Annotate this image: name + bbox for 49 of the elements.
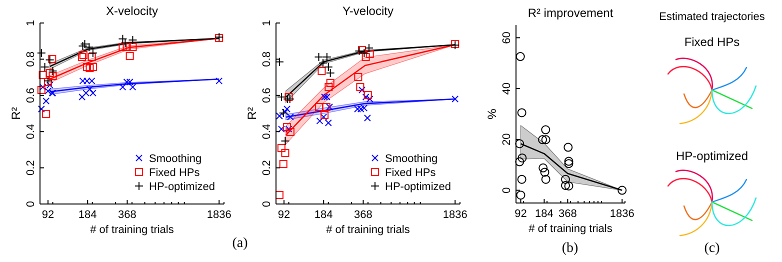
- x-tick-label: 184: [78, 209, 97, 221]
- text: Fixed HPs: [684, 35, 740, 49]
- legend-label: Smoothing: [149, 153, 202, 165]
- text: (b): [562, 241, 578, 256]
- legend-label: Fixed HPs: [149, 167, 200, 179]
- legend-label: Smoothing: [385, 153, 438, 165]
- x-tick-label: 368: [558, 208, 577, 220]
- x-tick-label: 368: [118, 209, 136, 221]
- y-tick-label: 0.6: [261, 88, 273, 104]
- x-tick-label: 1836: [610, 208, 634, 220]
- x-tick-label: 92: [278, 209, 290, 221]
- y-tick-label: 0.6: [25, 88, 37, 104]
- y-tick-label: 0: [501, 187, 513, 194]
- chart-title: Y-velocity: [342, 4, 394, 18]
- y-axis-title: R²: [245, 107, 259, 120]
- x-tick-label: 184: [535, 208, 554, 220]
- y-tick-label: 1: [261, 20, 273, 26]
- x-tick-label: 1836: [206, 209, 232, 221]
- y-tick-label: 40: [501, 82, 513, 95]
- x-axis-title: # of training trials: [326, 224, 410, 236]
- x-axis-title: # of training trials: [528, 223, 613, 235]
- x-tick-label: 92: [42, 209, 54, 221]
- y-tick-label: 0.2: [25, 160, 37, 176]
- text: Estimated trajectories: [659, 11, 766, 23]
- chart-title: R² improvement: [528, 6, 614, 20]
- x-tick-label: 368: [354, 209, 372, 221]
- x-tick-label: 184: [314, 209, 333, 221]
- y-axis-title: %: [485, 108, 499, 120]
- x-axis-title: # of training trials: [90, 224, 174, 236]
- x-tick-label: 92: [514, 208, 527, 220]
- y-tick-label: 0.8: [25, 52, 37, 67]
- text: HP-optimized: [676, 149, 748, 163]
- y-tick-label: 20: [501, 133, 513, 146]
- chart-title: X-velocity: [106, 4, 158, 18]
- legend-label: HP-optimized: [149, 181, 216, 193]
- y-tick-label: 0: [261, 200, 273, 208]
- y-tick-label: 0.4: [261, 124, 273, 140]
- y-axis-title: R²: [9, 107, 23, 120]
- y-tick-label: 0.2: [261, 160, 273, 176]
- x-tick-label: 1836: [442, 209, 468, 221]
- y-tick-label: 60: [501, 32, 513, 44]
- y-tick-label: 0.8: [261, 52, 273, 67]
- text: (c): [704, 241, 720, 256]
- y-tick-label: 0.4: [25, 124, 37, 140]
- legend-label: Fixed HPs: [385, 167, 436, 179]
- y-tick-label: 0: [25, 200, 37, 208]
- legend-label: HP-optimized: [385, 181, 452, 193]
- y-tick-label: 1: [25, 20, 37, 26]
- text: (a): [232, 236, 248, 251]
